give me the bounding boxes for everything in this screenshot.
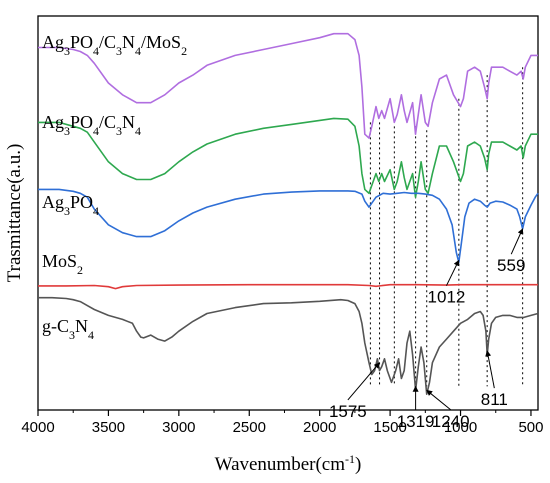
series-labels: Ag3PO4/C3N4/MoS2 Ag3PO4/C3N4 Ag3PO4 MoS2 g-C…	[42, 32, 187, 342]
spectrum-line	[38, 296, 539, 395]
annotation-arrow	[446, 259, 460, 286]
peak-label: 1240	[432, 412, 470, 431]
peak-label: 1012	[428, 288, 466, 307]
peak-label: 1575	[329, 402, 367, 421]
x-tick-label: 4000	[21, 419, 54, 436]
series-label: Ag3PO4/C3N4/MoS2	[42, 32, 187, 58]
x-tick-label: 500	[518, 419, 543, 436]
annotation-arrow	[426, 389, 451, 411]
peak-label: 559	[497, 256, 525, 275]
y-axis-label: Trasmittance(a.u.)	[4, 144, 25, 283]
series-label: g-C3N4	[42, 316, 94, 342]
plot-frame	[37, 15, 539, 411]
x-tick-label: 2500	[233, 419, 266, 436]
series-label: Ag3PO4	[42, 192, 99, 218]
spectrum-line	[38, 32, 538, 139]
annotation-arrow	[510, 228, 524, 255]
x-axis-ticks: 4000 3500 3000 2500 2000 1500 1000 500	[21, 410, 543, 436]
peak-guide-lines	[369, 67, 524, 387]
series-label: Ag3PO4/C3N4	[42, 112, 141, 138]
annotation-arrow	[485, 350, 495, 389]
peak-label: 811	[481, 390, 508, 409]
spectrum-line	[38, 117, 538, 198]
annotation-arrow	[347, 362, 380, 401]
x-tick-label: 2000	[303, 419, 336, 436]
x-tick-label: 1000	[444, 419, 477, 436]
peak-label: 1319	[397, 412, 435, 431]
spectrum-line	[38, 283, 538, 290]
series-label: MoS2	[42, 251, 83, 277]
x-axis-label: Wavenumber(cm-1)	[215, 452, 362, 475]
x-tick-label: 3000	[162, 419, 195, 436]
x-tick-label: 3500	[92, 419, 125, 436]
spectra-lines	[38, 32, 539, 395]
x-tick-label: 1500	[373, 419, 406, 436]
spectrum-line	[38, 188, 539, 264]
